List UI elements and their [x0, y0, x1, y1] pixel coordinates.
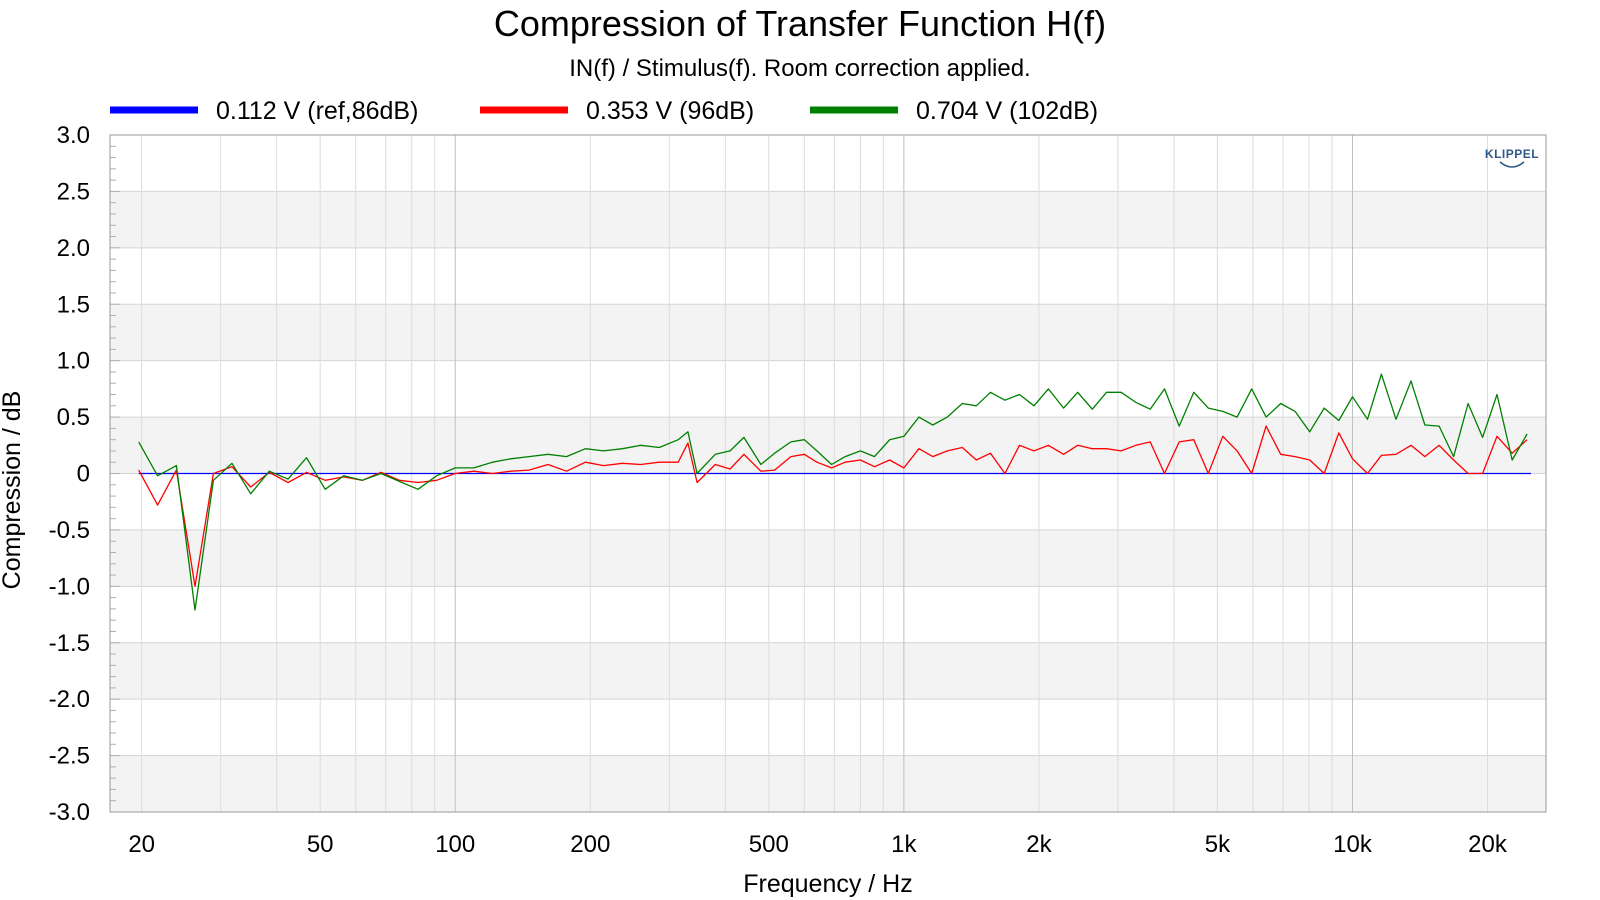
logo-text: KLIPPEL [1485, 147, 1539, 161]
x-tick-label: 2k [1026, 831, 1052, 858]
x-tick-label: 50 [307, 831, 334, 858]
y-tick-label: -2.0 [49, 686, 90, 713]
plot-band [110, 699, 1546, 756]
y-tick-label: -0.5 [49, 517, 90, 544]
klippel-logo: KLIPPEL [1485, 147, 1539, 168]
legend: 0.112 V (ref,86dB) 0.353 V (96dB) 0.704 V … [110, 97, 1098, 125]
plot-band [110, 247, 1546, 305]
legend-label: 0.704 V (102dB) [916, 97, 1098, 125]
plot-band [110, 473, 1546, 530]
y-tick-label: -1.0 [49, 573, 90, 600]
chart-subtitle: IN(f) / Stimulus(f). Room correction app… [569, 55, 1030, 82]
y-tick-label: 3.0 [57, 122, 90, 149]
x-tick-label: 20k [1468, 831, 1508, 858]
logo-swoosh-icon [1499, 161, 1525, 168]
legend-label: 0.353 V (96dB) [586, 97, 754, 125]
plot-band [110, 135, 1546, 192]
y-tick-label: 1.5 [57, 291, 90, 318]
x-tick-label: 200 [570, 831, 610, 858]
plot-band [110, 360, 1546, 418]
x-axis-label: Frequency / Hz [743, 870, 913, 898]
series-line-2 [138, 425, 1528, 587]
x-tick-labels: 20 50 100 200 500 1k 2k 5k 10k 20k [128, 831, 1508, 858]
x-tick-label: 500 [749, 831, 789, 858]
y-tick-label: 0.5 [57, 404, 90, 431]
y-tick-label: 1.0 [57, 348, 90, 375]
legend-label: 0.112 V (ref,86dB) [216, 97, 418, 125]
plot-band [110, 642, 1546, 700]
plot-band [110, 191, 1546, 248]
plot-background [110, 135, 1546, 812]
x-tick-label: 1k [891, 831, 917, 858]
plot-band [110, 304, 1546, 361]
plot-frame [109, 134, 1547, 813]
plot-band [110, 586, 1546, 643]
plot-band [110, 755, 1546, 812]
plot-band [110, 417, 1546, 474]
y-tick-label: -3.0 [49, 799, 90, 826]
y-tick-label: -1.5 [49, 630, 90, 657]
y-tick-label: 2.0 [57, 235, 90, 262]
x-tick-label: 20 [128, 831, 155, 858]
x-tick-label: 5k [1205, 831, 1231, 858]
y-tick-label: -2.5 [49, 743, 90, 770]
series-line-3 [138, 373, 1528, 611]
chart-title: Compression of Transfer Function H(f) [494, 3, 1106, 44]
y-tick-label: 2.5 [57, 178, 90, 205]
series-group [138, 373, 1531, 611]
x-tick-label: 10k [1333, 831, 1373, 858]
y-tick-labels: 3.0 2.5 2.0 1.5 1.0 0.5 0 -0.5 -1.0 -1.5 -2.0 -2.5 -… [49, 122, 90, 826]
y-axis-label: Compression / dB [0, 391, 26, 590]
plot-band [110, 529, 1546, 587]
y-tick-label: 0 [77, 461, 90, 488]
x-tick-label: 100 [435, 831, 475, 858]
